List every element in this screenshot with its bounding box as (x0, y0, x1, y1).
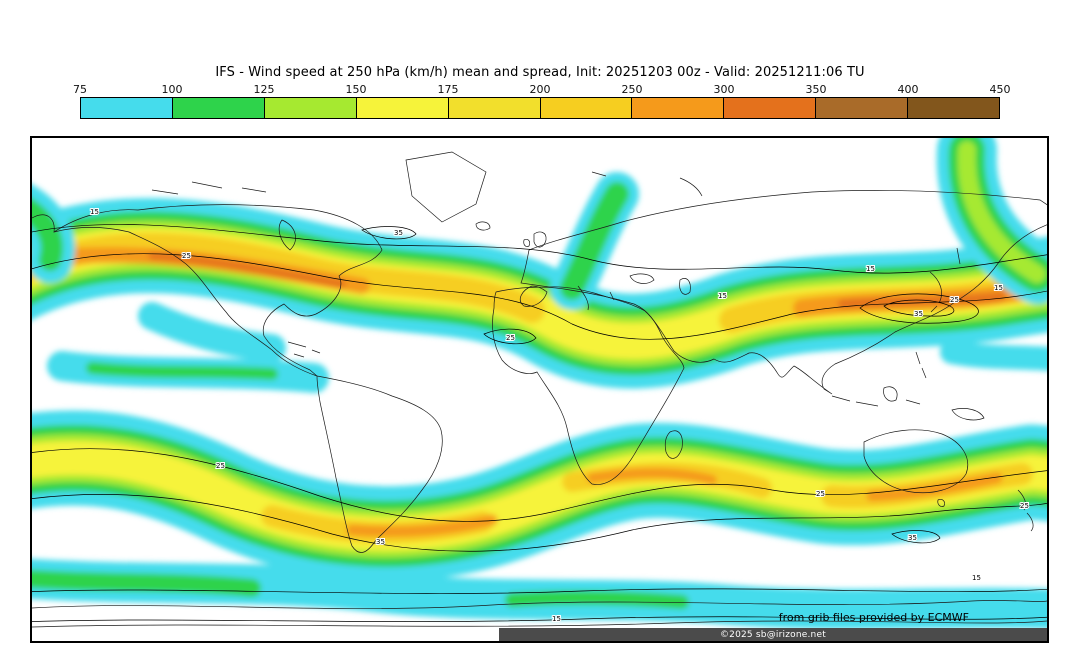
colorbar-segment (263, 98, 356, 118)
colorbar-segment (723, 98, 816, 118)
coast-south-america (316, 375, 443, 553)
colorbar-tick: 450 (989, 83, 1011, 96)
coast-africa (492, 286, 685, 485)
colorbar-tick: 150 (345, 83, 367, 96)
colorbar-segment (81, 98, 172, 118)
branch-pacific-yg (957, 141, 1046, 283)
north-jet-core-na (148, 252, 346, 288)
subpolar-band-green-mid (505, 590, 689, 609)
coast-black-sea (629, 273, 655, 284)
coast-arctic-islands (151, 181, 267, 195)
colorbar-segment (447, 98, 540, 118)
branch-left-green (32, 198, 63, 271)
contour-label: 15 (972, 574, 981, 582)
contour-label: 35 (394, 229, 403, 237)
contour-label: 35 (376, 538, 385, 546)
coast-australia (863, 429, 968, 494)
colorbar-tick: 250 (621, 83, 643, 96)
branch-subtropic-pacific-cyan (940, 340, 1047, 371)
contour-label: 25 (950, 296, 959, 304)
contour-line (891, 530, 941, 544)
copyright-text: ©2025 sb@irizone.net (719, 629, 826, 640)
contour-label: 35 (914, 310, 923, 318)
colorbar-segment (815, 98, 908, 118)
colorbar-segment (355, 98, 448, 118)
map-frame: 15 25 35 25 15 15 35 25 15 25 35 25 35 1… (30, 136, 1049, 643)
coast-madagascar (664, 430, 683, 459)
wind-speed-bands (32, 138, 1047, 629)
colorbar-tick: 400 (897, 83, 919, 96)
credit-line: from grib files provided by ECMWF (778, 611, 969, 624)
south-jet-orange-2 (587, 468, 717, 485)
colorbar-segment (171, 98, 264, 118)
colorbar-tick: 200 (529, 83, 551, 96)
coast-se-asia-islands (831, 351, 985, 421)
coast-caribbean (287, 341, 321, 358)
contour-label: 25 (1020, 502, 1029, 510)
contour-label: 15 (718, 292, 727, 300)
coast-tasmania (937, 499, 945, 507)
subpolar-band-green-left (32, 569, 261, 597)
coast-greenland (405, 151, 487, 223)
contour-line (32, 224, 1047, 274)
spread-contours (32, 224, 1047, 623)
colorbar-tick: 300 (713, 83, 735, 96)
contour-line (32, 588, 1047, 594)
colorbar-tick: 75 (73, 83, 87, 96)
contour-label: 25 (816, 490, 825, 498)
contour-line (32, 494, 1047, 552)
coast-uk-ireland (523, 231, 547, 248)
coast-north-america (32, 204, 383, 377)
coast-caspian-sea (679, 278, 691, 295)
colorbar-segment (631, 98, 724, 118)
coastlines (32, 151, 1047, 628)
colorbar-tick: 350 (805, 83, 827, 96)
contour-line (859, 293, 979, 324)
contour-label: 35 (908, 534, 917, 542)
contour-line (361, 226, 417, 240)
coast-new-zealand (1017, 489, 1034, 532)
colorbar: 75 100 125 150 175 200 250 300 350 400 450 (73, 83, 1011, 119)
copyright-bar: ©2025 sb@irizone.net (498, 628, 1047, 641)
colorbar-segment (907, 98, 1000, 118)
coast-hudson-bay (278, 219, 296, 251)
contour-label: 15 (90, 208, 99, 216)
branch-us-east-cyan (138, 302, 286, 362)
colorbar-tick: 175 (437, 83, 459, 96)
coast-japan (929, 247, 961, 313)
chart-title: IFS - Wind speed at 250 hPa (km/h) mean … (215, 65, 865, 80)
contour-line (483, 328, 537, 345)
colorbar-ticks: 75 100 125 150 175 200 250 300 350 400 450 (73, 83, 1011, 97)
colorbar-tick: 100 (161, 83, 183, 96)
branch-scandinavia-green (560, 182, 629, 300)
coast-antarctica (32, 600, 1047, 628)
south-jet-orange-3 (866, 472, 1003, 502)
contour-line (883, 299, 955, 317)
south-jet-orange-1 (346, 514, 498, 538)
colorbar-segments (80, 97, 1000, 119)
contour-line (32, 448, 1047, 522)
colorbar-tick: 125 (253, 83, 275, 96)
contour-labels: 15 25 35 25 15 15 35 25 15 25 35 25 35 1… (89, 207, 1030, 624)
coast-svalbard-novaya (591, 171, 703, 197)
contour-line (32, 616, 1047, 623)
contour-label: 25 (182, 252, 191, 260)
colorbar-segment (539, 98, 632, 118)
contour-label: 25 (216, 462, 225, 470)
world-map: 15 25 35 25 15 15 35 25 15 25 35 25 35 1… (32, 138, 1047, 629)
branch-mexico-green (86, 362, 278, 380)
contour-line (32, 253, 1047, 340)
coast-iceland (475, 221, 491, 231)
contour-label: 25 (506, 334, 515, 342)
contour-label: 15 (866, 265, 875, 273)
contour-label: 15 (994, 284, 1003, 292)
contour-label: 15 (552, 615, 561, 623)
